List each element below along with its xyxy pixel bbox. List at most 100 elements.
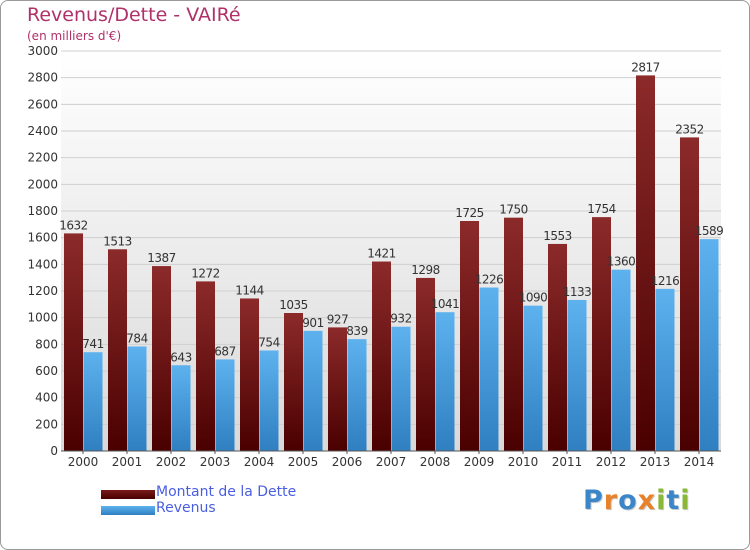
- data-label: 1144: [235, 283, 264, 297]
- logo-letter: i: [656, 485, 667, 516]
- x-tick-label: 2004: [244, 455, 275, 469]
- logo-letter: t: [666, 485, 681, 516]
- bar-revenus: [567, 299, 587, 451]
- logo-letter: o: [618, 485, 638, 516]
- y-tick-label: 0: [50, 444, 58, 458]
- data-label: 927: [327, 312, 348, 326]
- x-tick-label: 2003: [200, 455, 231, 469]
- bar-debt: [548, 243, 567, 451]
- legend-label-revenus: Revenus: [156, 500, 216, 516]
- logo-letter: i: [680, 485, 691, 516]
- data-labels: 1632 741 1513 784 1387 643 1272 687 1144 754 1035 9…: [59, 60, 724, 364]
- x-tick-label: 2011: [552, 455, 583, 469]
- bar-revenus: [171, 365, 191, 451]
- y-tick-label: 2600: [27, 97, 58, 111]
- data-label: 741: [82, 337, 103, 351]
- data-label: 1725: [455, 206, 484, 220]
- data-label: 1298: [411, 263, 440, 277]
- x-tick-label: 2000: [68, 455, 99, 469]
- bar-debt: [680, 137, 699, 451]
- bar-revenus: [127, 346, 147, 451]
- bar-debt: [196, 281, 215, 451]
- y-tick-label: 1800: [27, 204, 58, 218]
- bar-revenus: [215, 359, 235, 451]
- data-label: 2352: [675, 122, 704, 136]
- bars: [64, 75, 719, 452]
- data-label: 1041: [431, 297, 460, 311]
- bar-revenus: [523, 305, 543, 451]
- y-tick-label: 2400: [27, 124, 58, 138]
- x-tick-label: 2009: [464, 455, 495, 469]
- data-label: 1272: [191, 266, 220, 280]
- logo-letter: x: [637, 485, 657, 516]
- data-label: 1750: [499, 203, 528, 217]
- bar-revenus: [611, 269, 631, 451]
- x-tick-label: 2005: [288, 455, 319, 469]
- x-axis-ticks: 2000 2001 2002 2003 2004 2005 2006 2007 2008 2009…: [68, 451, 714, 469]
- data-label: 1754: [587, 202, 616, 216]
- x-tick-label: 2010: [508, 455, 539, 469]
- bar-revenus: [83, 352, 103, 451]
- x-tick-label: 2012: [596, 455, 627, 469]
- bar-debt: [240, 298, 259, 451]
- data-label: 687: [214, 344, 235, 358]
- bar-revenus: [303, 330, 323, 451]
- logo-letter: r: [603, 485, 619, 516]
- bar-revenus: [435, 312, 455, 451]
- data-label: 1226: [475, 273, 504, 287]
- data-label: 784: [126, 331, 147, 345]
- x-tick-label: 2007: [376, 455, 407, 469]
- bar-revenus: [391, 326, 411, 451]
- x-tick-label: 2006: [332, 455, 363, 469]
- data-label: 1513: [103, 234, 132, 248]
- x-tick-label: 2001: [112, 455, 143, 469]
- data-label: 932: [390, 312, 411, 326]
- data-label: 1035: [279, 298, 308, 312]
- y-tick-label: 1000: [27, 311, 58, 325]
- data-label: 1133: [563, 285, 592, 299]
- legend-label-debt: Montant de la Dette: [156, 484, 297, 500]
- bar-revenus: [655, 288, 675, 451]
- data-label: 1216: [651, 274, 680, 288]
- y-tick-label: 400: [35, 391, 58, 405]
- y-tick-label: 3000: [27, 44, 58, 58]
- y-axis-ticks: 0 200 400 600 800 1000 1200 1400 1600 1800 2000 220…: [27, 44, 58, 458]
- bar-revenus: [259, 350, 279, 451]
- data-label: 754: [258, 335, 279, 349]
- data-label: 1360: [607, 255, 636, 269]
- data-label: 643: [170, 350, 191, 364]
- bar-debt: [64, 233, 83, 451]
- bar-revenus: [699, 239, 719, 451]
- bar-debt: [416, 277, 435, 451]
- data-label: 901: [302, 316, 323, 330]
- y-tick-label: 2800: [27, 71, 58, 85]
- bar-debt: [328, 327, 347, 451]
- data-label: 1553: [543, 229, 572, 243]
- chart-title: Revenus/Dette - VAIRé: [27, 4, 241, 26]
- proxiti-logo: Proxiti: [583, 485, 691, 516]
- logo-letter: P: [583, 485, 604, 516]
- x-tick-label: 2002: [156, 455, 187, 469]
- data-label: 1090: [519, 291, 548, 305]
- data-label: 1632: [59, 218, 88, 232]
- bar-debt: [592, 217, 611, 451]
- y-tick-label: 800: [35, 337, 58, 351]
- chart-subtitle: (en milliers d'€): [27, 29, 122, 43]
- data-label: 1421: [367, 247, 396, 261]
- x-tick-label: 2008: [420, 455, 451, 469]
- bar-debt: [108, 249, 127, 451]
- bar-debt: [460, 221, 479, 451]
- x-tick-label: 2013: [640, 455, 671, 469]
- y-tick-label: 2200: [27, 151, 58, 165]
- bar-revenus: [347, 339, 367, 451]
- data-label: 1387: [147, 251, 176, 265]
- bar-debt: [636, 75, 655, 452]
- y-tick-label: 1200: [27, 284, 58, 298]
- y-tick-label: 600: [35, 364, 58, 378]
- y-tick-label: 2000: [27, 177, 58, 191]
- bar-debt: [372, 261, 391, 451]
- y-tick-label: 200: [35, 417, 58, 431]
- legend-swatch-revenus: [101, 506, 155, 515]
